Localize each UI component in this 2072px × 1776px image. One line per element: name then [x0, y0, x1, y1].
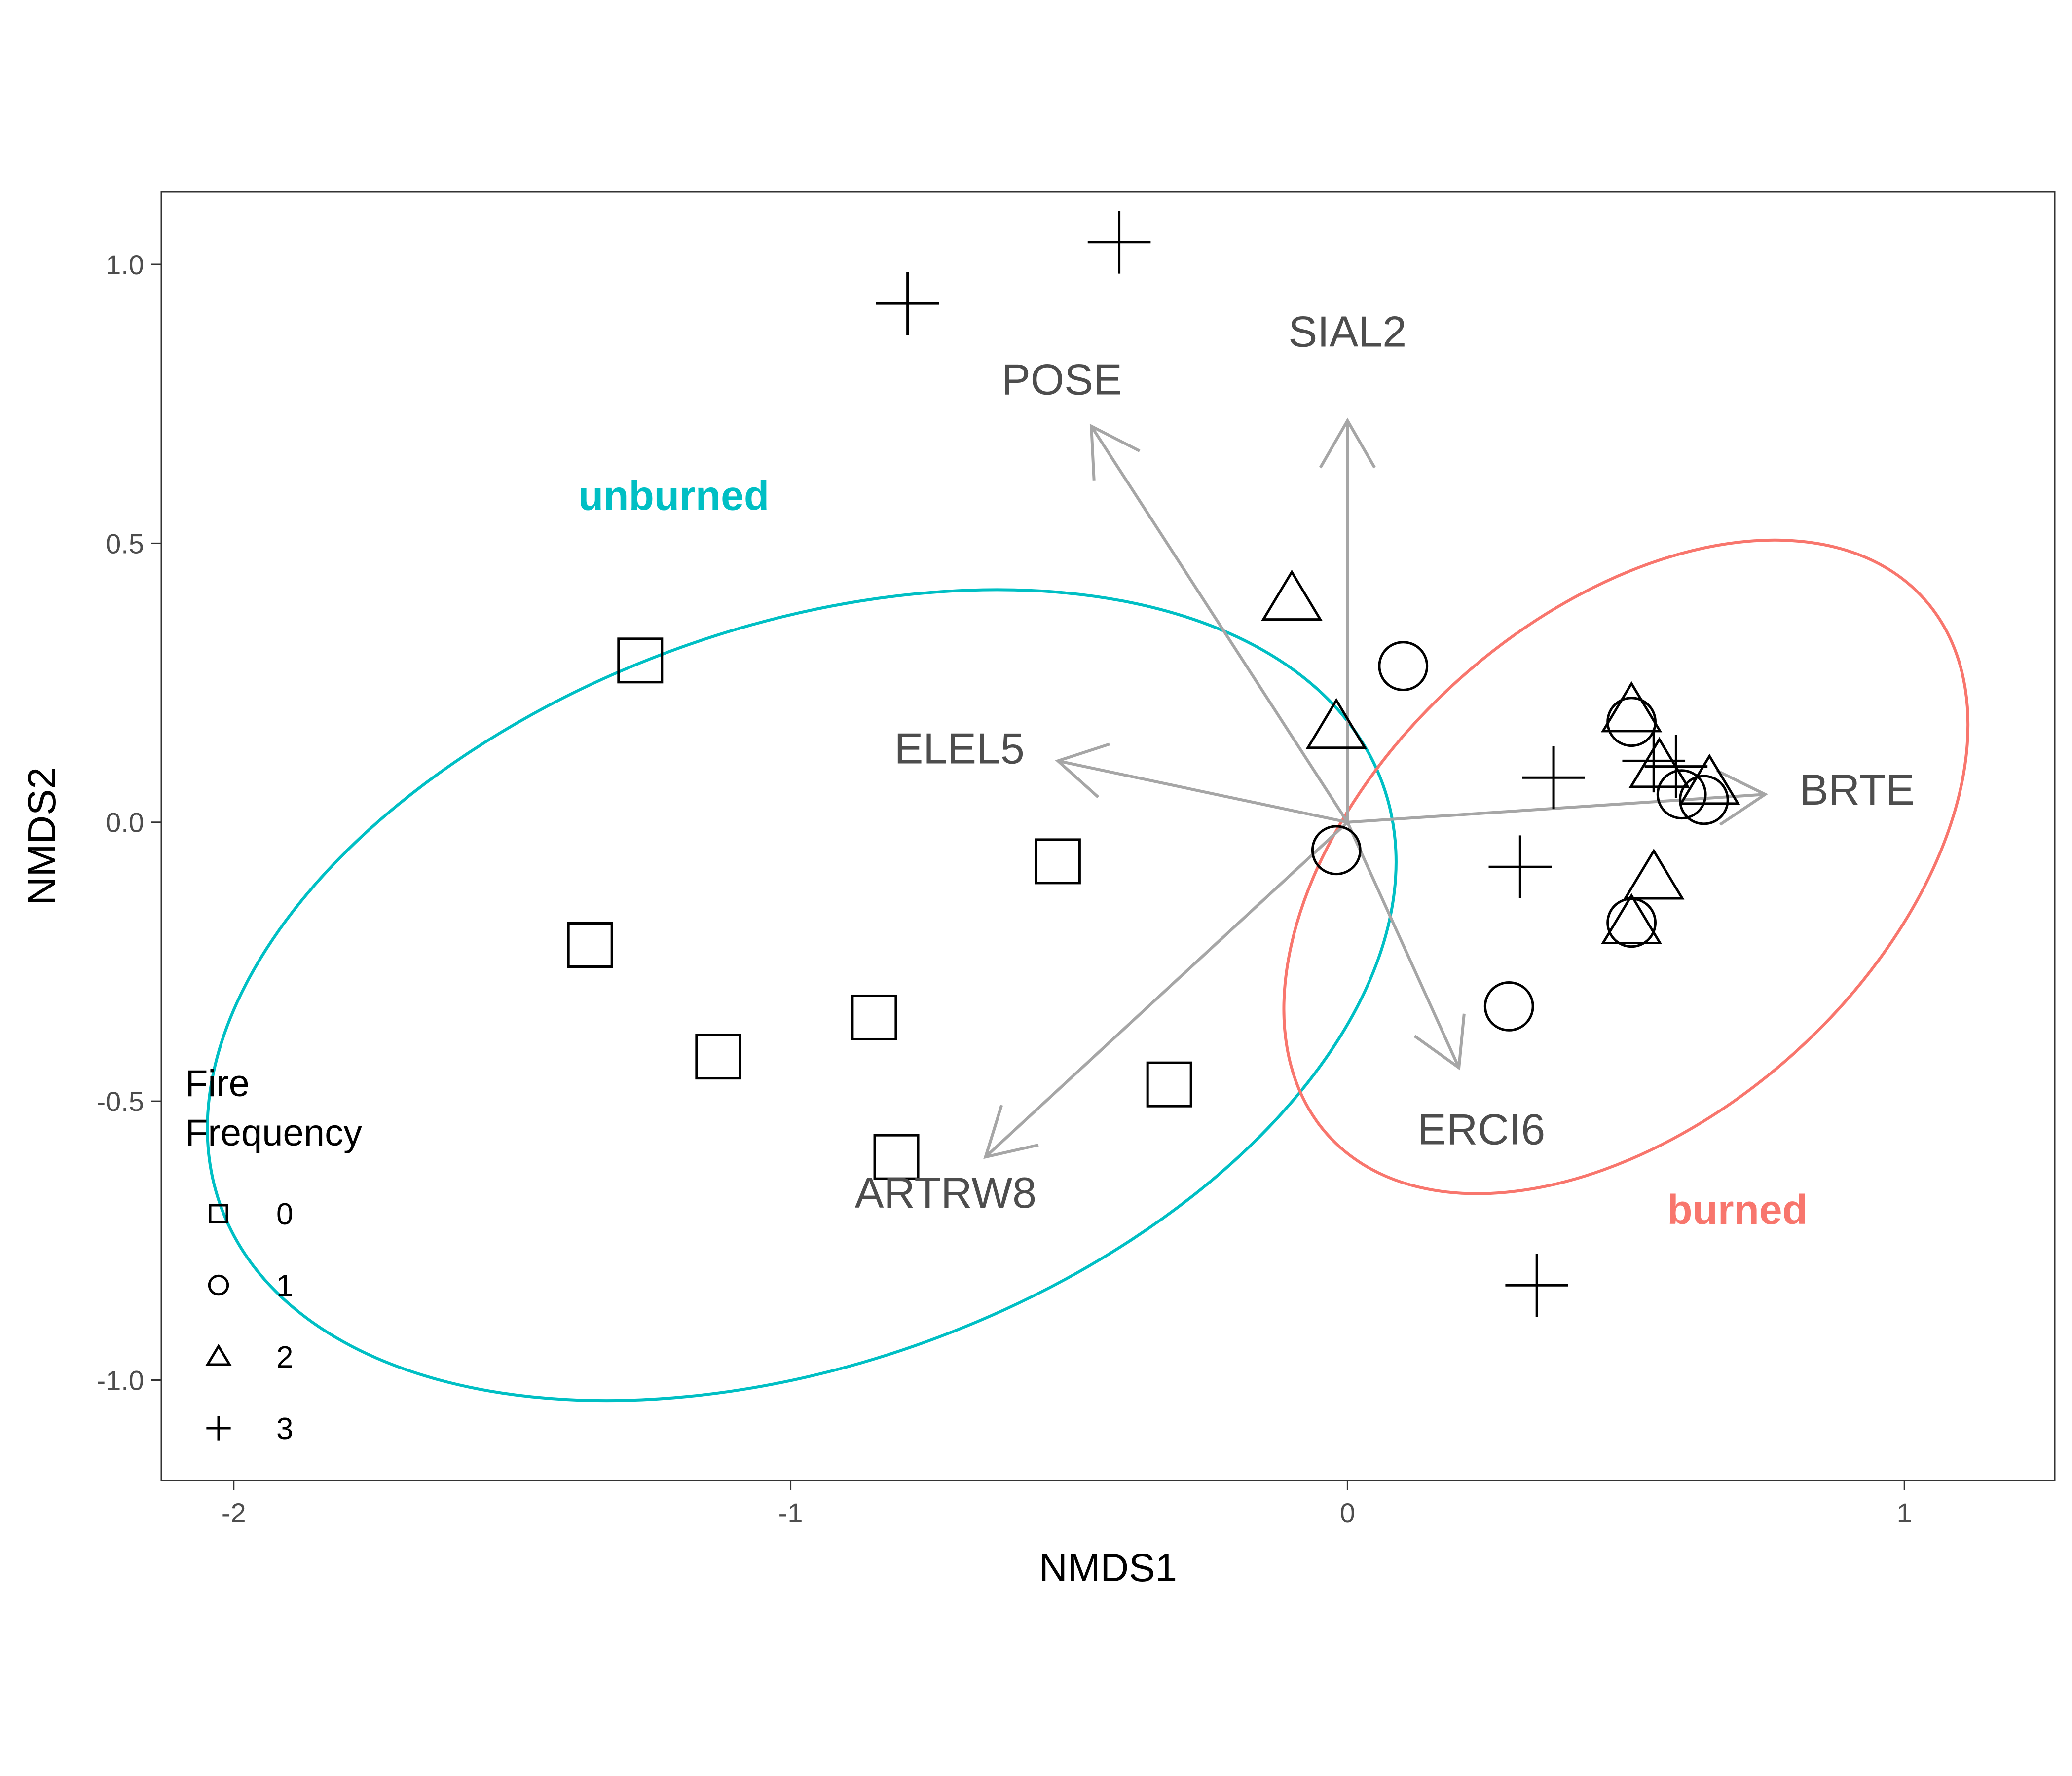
y-tick-label-3: -0.5 [97, 1086, 145, 1117]
vector-artrw8-line [984, 821, 1349, 1158]
point-freq1-0 [1378, 641, 1429, 692]
ellipse-unburned [206, 588, 1398, 1403]
y-tick-label-4: -1.0 [97, 1365, 145, 1396]
x-tick-label-0: -2 [222, 1497, 246, 1528]
point-freq2-0 [1261, 569, 1323, 621]
point-freq3-0 [876, 272, 939, 335]
legend-label-1: 1 [276, 1269, 293, 1303]
x-tick-label-1: -1 [778, 1497, 803, 1528]
point-layer [567, 210, 1740, 1317]
legend-title-line-0: Fire [185, 1063, 250, 1105]
point-freq3-1 [1087, 210, 1151, 274]
y-tick-label-2: 0.0 [106, 807, 144, 838]
y-tick-label-0: 1.0 [106, 249, 144, 280]
point-freq2-2 [1600, 681, 1663, 733]
point-freq3-5 [1488, 835, 1552, 898]
vector-brte-line [1347, 793, 1766, 824]
legend: Fire Frequency 0 1 2 3 [185, 1063, 362, 1446]
vector-erci6-label: ERCI6 [1417, 1105, 1545, 1153]
point-freq0-5 [1146, 1061, 1192, 1108]
vector-sial2-arrowhead [1319, 417, 1376, 469]
legend-key-1 [208, 1274, 229, 1296]
legend-title-line-1: Frequency [185, 1112, 362, 1154]
legend-key-2 [205, 1343, 232, 1366]
point-freq0-2 [567, 922, 613, 968]
label-layer: POSE SIAL2 ELEL5 BRTE ERCI6 ARTRW8 unburned bur… [578, 307, 1915, 1233]
y-tick-label-1: 0.5 [106, 528, 144, 559]
point-freq1-4 [1678, 775, 1729, 825]
vector-pose-label: POSE [1001, 355, 1122, 404]
vector-elel5-line [1057, 759, 1348, 824]
point-freq0-0 [617, 637, 664, 684]
x-axis-title: NMDS1 [1039, 1546, 1177, 1590]
axis-layer: -2 -1 0 1 1.0 0.5 0.0 -0.5 -1.0 NMDS1 NMDS2 [20, 249, 1912, 1590]
vector-pose-line [1090, 425, 1349, 823]
point-freq3-6 [1505, 1254, 1568, 1317]
legend-label-0: 0 [276, 1197, 293, 1231]
vector-elel5-arrowhead [1055, 742, 1110, 799]
group-label-unburned: unburned [578, 473, 769, 519]
legend-key-3 [206, 1416, 231, 1441]
vector-sial2-label: SIAL2 [1289, 307, 1407, 356]
point-freq1-2 [1311, 825, 1362, 876]
vector-brte-arrowhead [1715, 769, 1768, 826]
point-freq1-3 [1656, 769, 1707, 820]
point-freq2-6 [1600, 893, 1663, 945]
vector-pose-arrowhead [1089, 423, 1141, 481]
vector-brte-label: BRTE [1800, 765, 1915, 814]
point-freq2-4 [1678, 753, 1740, 805]
point-freq2-1 [1305, 698, 1367, 749]
point-freq3-4 [1644, 735, 1708, 798]
point-freq3-2 [1522, 746, 1585, 810]
point-freq0-3 [851, 994, 897, 1040]
legend-key-0 [209, 1204, 228, 1223]
legend-label-2: 2 [276, 1340, 293, 1374]
x-tick-label-3: 1 [1897, 1497, 1912, 1528]
vector-erci6-line [1346, 821, 1460, 1069]
point-freq2-3 [1628, 737, 1690, 788]
y-axis-title: NMDS2 [20, 767, 64, 905]
vector-artrw8-arrowhead [983, 1105, 1039, 1159]
legend-label-3: 3 [276, 1412, 293, 1446]
vector-elel5-label: ELEL5 [894, 724, 1025, 773]
point-freq0-4 [695, 1034, 741, 1080]
panel-border [160, 191, 2056, 1481]
point-freq0-1 [1035, 838, 1081, 885]
vector-erci6-arrowhead [1413, 1013, 1466, 1071]
point-freq3-3 [1622, 729, 1686, 793]
point-freq1-6 [1483, 981, 1534, 1032]
point-freq2-5 [1623, 848, 1685, 900]
group-label-burned: burned [1667, 1186, 1808, 1233]
ellipse-unburned-outline [206, 588, 1398, 1403]
point-freq0-6 [873, 1134, 920, 1180]
vector-layer [983, 417, 1768, 1159]
vector-artrw8-label: ARTRW8 [855, 1168, 1036, 1217]
x-tick-label-2: 0 [1340, 1497, 1355, 1528]
